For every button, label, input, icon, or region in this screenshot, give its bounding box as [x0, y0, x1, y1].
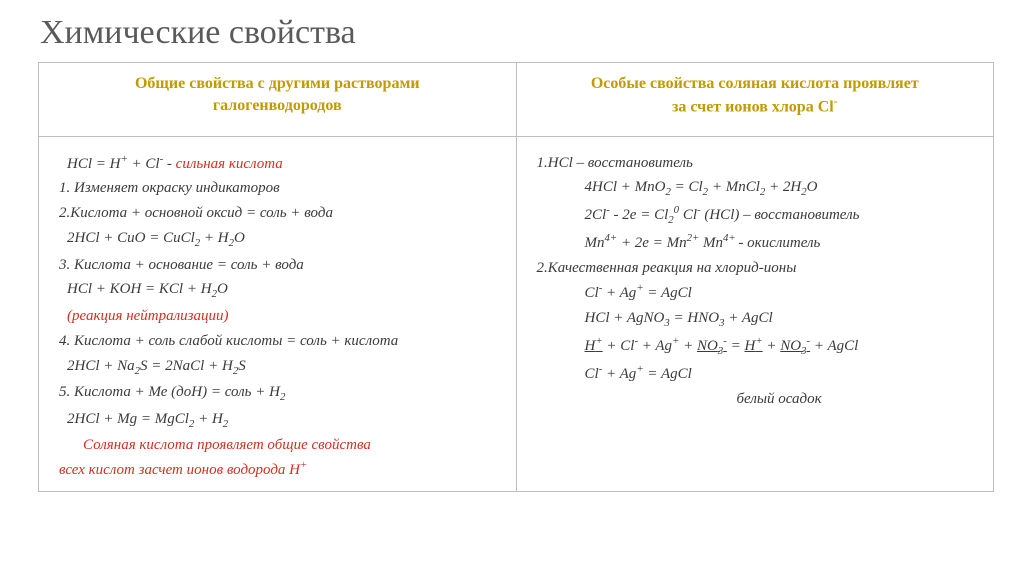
left-eq3: HCl + KOH = KCl + H2O [59, 277, 502, 304]
header-left-line1: Общие свойства с другими растворами [57, 73, 498, 95]
right-short: Cl- + Ag+ = AgCl [537, 361, 980, 387]
left-cell: HCl = H+ + Cl- - сильная кислота 1. Изме… [39, 136, 517, 492]
right-n1: 1.HCl – восстановитель [537, 151, 980, 176]
left-foot1: Соляная кислота проявляет общие свойства [59, 434, 502, 457]
right-mol1: HCl + AgNO3 = HNO3 + AgCl [537, 306, 980, 333]
left-n4: 4. Кислота + соль слабой кислоты = соль … [59, 329, 502, 354]
right-ion1: Cl- + Ag+ = AgCl [537, 280, 980, 306]
col-header-right: Особые свойства соляная кислота проявляе… [516, 63, 994, 137]
left-n3: 3. Кислота + основание = соль + вода [59, 253, 502, 278]
right-cell: 1.HCl – восстановитель 4HCl + MnO2 = Cl2… [516, 136, 994, 492]
left-foot2: всех кислот засчет ионов водорода Н+ [59, 457, 502, 482]
right-half2: Mn4+ + 2e = Mn2+ Mn4+ - окислитель [537, 230, 980, 256]
right-full: H+ + Cl- + Ag+ + NO3- = H+ + NO3- + AgCl [537, 333, 980, 361]
content-table: Общие свойства с другими растворами гало… [38, 62, 994, 492]
left-eq0: HCl = H+ + Cl- - сильная кислота [59, 151, 502, 177]
left-eq2: 2HCl + CuO = CuCl2 + H2O [59, 226, 502, 253]
table-body-row: HCl = H+ + Cl- - сильная кислота 1. Изме… [39, 136, 994, 492]
left-eq4: 2HCl + Na2S = 2NaCl + H2S [59, 354, 502, 381]
page-title: Химические свойства [40, 14, 994, 52]
right-n2: 2.Качественная реакция на хлорид-ионы [537, 256, 980, 281]
right-half1: 2Cl- - 2e = Cl20 Cl- (HCl) – восстановит… [537, 202, 980, 230]
header-right-line2: за счет ионов хлора Cl- [535, 95, 976, 118]
right-ppt: белый осадок [537, 387, 980, 412]
header-right-line1: Особые свойства соляная кислота проявляе… [535, 73, 976, 95]
left-n2: 2.Кислота + основной оксид = соль + вода [59, 201, 502, 226]
header-left-line2: галогенводородов [57, 95, 498, 117]
right-eq1: 4HCl + MnO2 = Cl2 + MnCl2 + 2H2O [537, 175, 980, 202]
col-header-left: Общие свойства с другими растворами гало… [39, 63, 517, 137]
left-n1: 1. Изменяет окраску индикаторов [59, 176, 502, 201]
left-n5: 5. Кислота + Ме (доН) = соль + Н2 [59, 380, 502, 407]
slide-root: Химические свойства Общие свойства с дру… [0, 0, 1024, 574]
left-neutr: (реакция нейтрализации) [59, 304, 502, 329]
table-header-row: Общие свойства с другими растворами гало… [39, 63, 994, 137]
left-eq5: 2HCl + Mg = MgCl2 + H2 [59, 407, 502, 434]
